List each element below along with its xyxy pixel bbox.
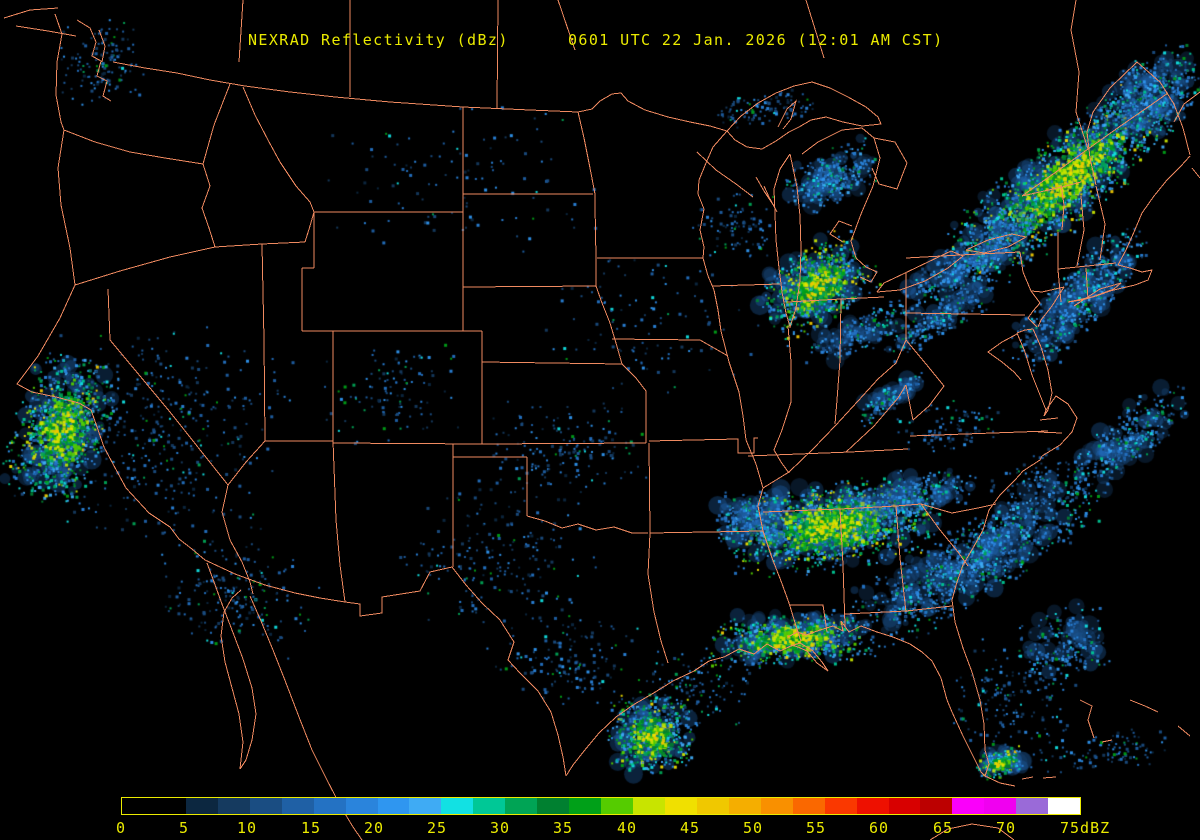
reflectivity-colorbar (121, 797, 1081, 815)
colorbar-segment (792, 798, 825, 814)
colorbar-segment (952, 798, 985, 814)
colorbar-segment (1048, 798, 1081, 814)
colorbar-segment (728, 798, 761, 814)
colorbar-segment (345, 798, 378, 814)
colorbar-tick-label: 55 (805, 819, 827, 837)
colorbar-segment (1016, 798, 1049, 814)
map-borders (3, 0, 1200, 840)
colorbar-segment (281, 798, 314, 814)
colorbar-segment (856, 798, 889, 814)
colorbar-tick-label: 60 (868, 819, 890, 837)
colorbar-tick-label: 10 (236, 819, 258, 837)
colorbar-tick-label: 35 (552, 819, 574, 837)
mexico-borders (204, 559, 1015, 840)
pacific-coastline (16, 13, 206, 561)
colorbar-segment (313, 798, 346, 814)
colorbar-segment (249, 798, 282, 814)
colorbar-tick-label: 20 (363, 819, 385, 837)
colorbar-segment (217, 798, 250, 814)
colorbar-segment (569, 798, 602, 814)
colorbar-segment (824, 798, 857, 814)
colorbar-segment (441, 798, 474, 814)
colorbar-tick-label: 45 (679, 819, 701, 837)
colorbar-segment (984, 798, 1017, 814)
timestamp: 0601 UTC 22 Jan. 2026 (12:01 AM CST) (568, 31, 944, 49)
state-borders-west (63, 83, 764, 664)
colorbar-tick-label: 25 (426, 819, 448, 837)
colorbar-tick-label: 30 (489, 819, 511, 837)
colorbar-tick-label: 70 (995, 819, 1017, 837)
colorbar-tick-label: 75dBZ (1060, 819, 1111, 837)
colorbar-tick-label: 15 (300, 819, 322, 837)
colorbar-segment (601, 798, 633, 814)
islands-bahamas-keys (1021, 699, 1191, 780)
colorbar-segment (537, 798, 570, 814)
puget-sound-coastline (3, 7, 112, 102)
colorbar-segment (920, 798, 953, 814)
colorbar-tick-label: 40 (616, 819, 638, 837)
colorbar-segment (633, 798, 665, 814)
colorbar-tick-label: 50 (742, 819, 764, 837)
colorbar-segment (696, 798, 729, 814)
product-title: NEXRAD Reflectivity (dBz) (248, 31, 509, 49)
colorbar-tick-label: 0 (115, 819, 127, 837)
colorbar-segment (122, 798, 154, 814)
gulf-atlantic-coastline (565, 455, 1043, 787)
colorbar-segment (185, 798, 218, 814)
colorbar-tick-label: 5 (178, 819, 190, 837)
colorbar-segment (473, 798, 506, 814)
colorbar-segment (760, 798, 793, 814)
colorbar-segment (409, 798, 442, 814)
colorbar-segment (377, 798, 410, 814)
colorbar-segment (888, 798, 921, 814)
great-lakes (726, 81, 1065, 329)
colorbar-segment (664, 798, 697, 814)
colorbar-segment (153, 798, 186, 814)
outer-banks-sounds (1037, 395, 1078, 457)
colorbar-segment (505, 798, 538, 814)
colorbar-tick-labels: 0 5 10 15 20 25 30 35 40 45 50 55 60 65 70 75dBZ (0, 819, 1200, 837)
colorbar-tick-label: 65 (932, 819, 954, 837)
chesapeake-northeast-coastline (987, 155, 1191, 417)
canada-borders (112, 0, 1200, 197)
state-borders-east (597, 130, 1117, 642)
